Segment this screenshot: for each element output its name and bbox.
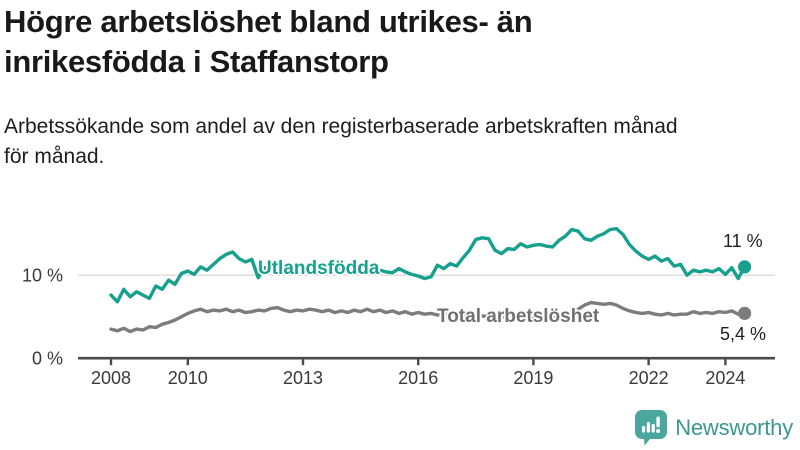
chart-title: Högre arbetslöshet bland utrikes- än inr… (4, 4, 533, 79)
y-tick-label: 0 % (32, 349, 63, 369)
end-dot-1 (738, 306, 752, 320)
series-label-utlandsfodda: Utlandsfödda (258, 258, 380, 279)
x-tick-label: 2010 (168, 368, 208, 388)
x-tick-label: 2022 (629, 368, 669, 388)
x-tick-label: 2008 (91, 368, 131, 388)
newsworthy-logo-text: Newsworthy (675, 415, 793, 440)
series-line-1 (109, 300, 747, 334)
newsworthy-logo[interactable]: Newsworthy (635, 410, 793, 446)
x-tick-label: 2024 (705, 368, 745, 388)
chart-subtitle: Arbetssökande som andel av den registerb… (4, 115, 678, 168)
x-tick-label: 2019 (513, 368, 553, 388)
x-tick-label: 2013 (283, 368, 323, 388)
end-value-label-utlandsfodda: 11 % (723, 231, 763, 251)
series-label-total-arbetsloshet: Total arbetslöshet (437, 306, 600, 327)
series-line-0 (109, 226, 747, 304)
end-value-label-total: 5,4 % (720, 324, 767, 344)
bar-chart-speech-bubble-icon (635, 410, 668, 446)
x-tick-label: 2016 (398, 368, 438, 388)
end-dot-0 (738, 260, 752, 274)
y-tick-label: 10 % (22, 266, 63, 286)
